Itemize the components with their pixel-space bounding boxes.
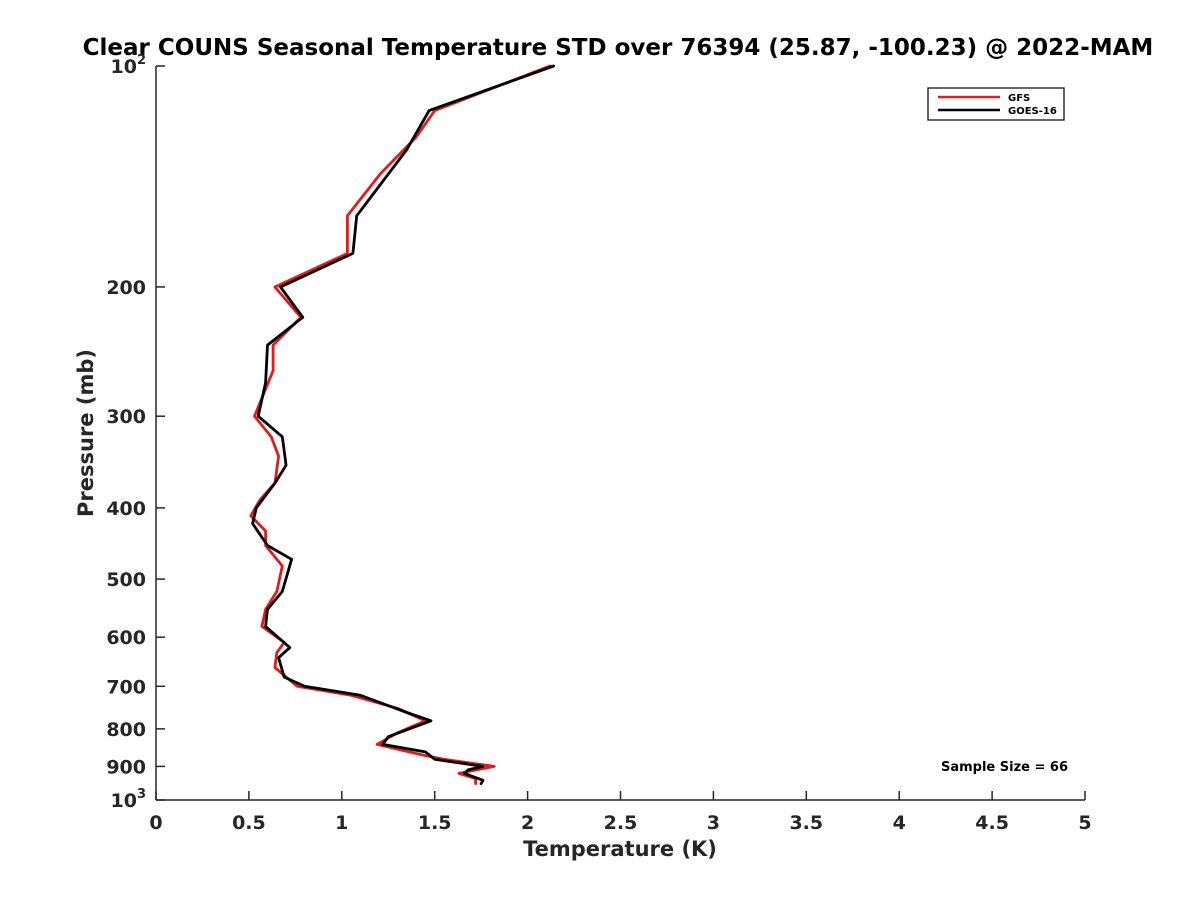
x-axis-ticks: 0 0.5 1 1.5 2 2.5 3 3.5 4 4.5 5: [149, 791, 1092, 834]
sample-size-annotation: Sample Size = 66: [941, 760, 1068, 775]
y-axis-label: Pressure (mb): [74, 349, 98, 517]
x-tick-label: 4.5: [975, 812, 1009, 834]
x-tick-label: 3: [707, 812, 720, 834]
x-tick-label: 3.5: [789, 812, 823, 834]
series-lines: [249, 64, 555, 785]
x-tick-label: 2.5: [604, 812, 638, 834]
y-tick-label: 900: [106, 756, 146, 778]
x-tick-label: 1.5: [418, 812, 452, 834]
legend-label-gfs: GFS: [1008, 93, 1030, 104]
legend-box: [927, 87, 1065, 121]
legend: GFS GOES-16: [927, 87, 1065, 121]
x-tick-label: 4: [893, 812, 906, 834]
y-tick-label: 103: [111, 787, 147, 812]
y-tick-label: 300: [106, 406, 146, 428]
series-line-goes-16: [251, 64, 555, 785]
y-tick-label: 102: [111, 53, 147, 78]
y-tick-label: 800: [106, 719, 146, 741]
legend-label-goes16: GOES-16: [1008, 106, 1057, 117]
x-tick-label: 5: [1078, 812, 1091, 834]
series-line-gfs: [249, 64, 552, 785]
y-tick-label: 400: [106, 498, 146, 520]
y-tick-label: 200: [106, 277, 146, 299]
x-tick-label: 1: [335, 812, 348, 834]
chart-title: Clear COUNS Seasonal Temperature STD ove…: [83, 35, 1154, 61]
x-tick-label: 2: [521, 812, 534, 834]
y-axis-ticks: 102 200 300 400 500 600 700 800 900 103: [106, 53, 165, 812]
y-tick-label: 600: [106, 627, 146, 649]
x-tick-label: 0.5: [232, 812, 266, 834]
x-tick-label: 0: [149, 812, 162, 834]
y-tick-label: 700: [106, 676, 146, 698]
y-tick-label: 500: [106, 569, 146, 591]
x-axis-label: Temperature (K): [523, 837, 717, 861]
